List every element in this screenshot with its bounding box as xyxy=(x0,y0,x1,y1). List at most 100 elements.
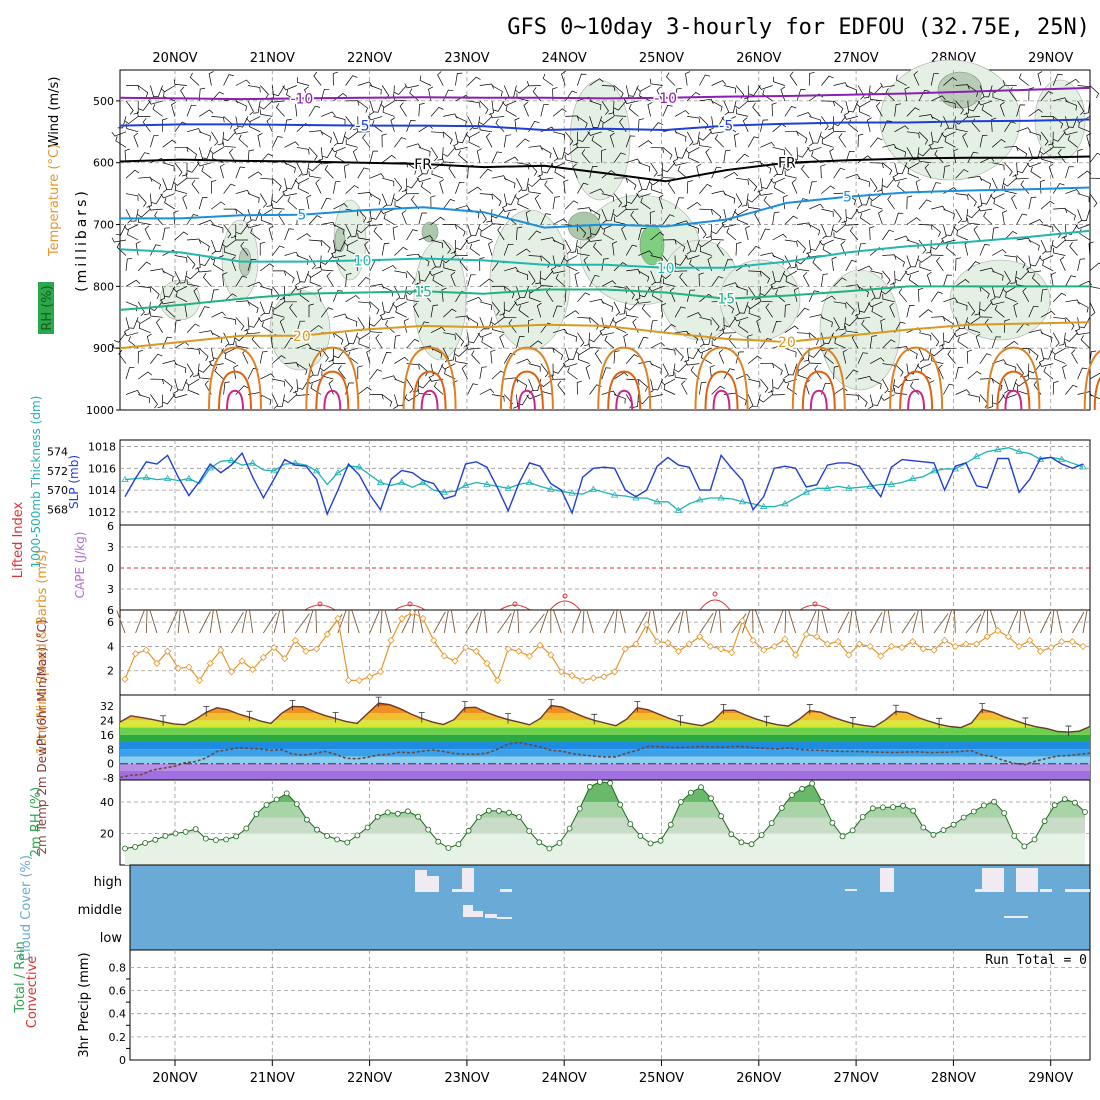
slp-tick-label: 1014 xyxy=(88,484,116,497)
wind-barb xyxy=(784,325,799,333)
wind-barb xyxy=(1018,73,1030,86)
warm-contour xyxy=(208,346,262,411)
wind-barb xyxy=(857,265,873,272)
wind-barb xyxy=(565,115,580,121)
wind-barb xyxy=(540,347,555,353)
rh-point xyxy=(152,836,159,843)
warm-contour xyxy=(996,370,1031,411)
wind-barb xyxy=(912,609,919,634)
wind-barb xyxy=(660,378,676,386)
rh-point xyxy=(263,802,270,808)
wind-speed-point xyxy=(483,659,491,667)
wind-barb xyxy=(613,301,621,317)
wind-barb xyxy=(894,321,906,333)
wind-barb xyxy=(868,394,874,409)
wind-barb xyxy=(536,302,542,318)
rh-legend-swatch xyxy=(38,282,54,334)
wind-barb xyxy=(820,164,826,179)
wind-barb xyxy=(174,231,189,241)
wind-barb xyxy=(589,332,603,343)
wind-barb xyxy=(1053,97,1068,103)
wind-barb xyxy=(953,608,956,634)
wind-barb xyxy=(486,209,493,223)
wind-barb xyxy=(260,394,272,405)
wind-barb xyxy=(808,347,822,358)
wind-barb xyxy=(760,119,769,132)
rh-point xyxy=(1082,809,1088,815)
wind-barb xyxy=(1082,609,1088,634)
wind-barb xyxy=(198,87,206,101)
thickness-point xyxy=(483,480,491,487)
wind-barb xyxy=(516,162,530,170)
wind-barb xyxy=(1052,332,1060,347)
rh-point xyxy=(718,813,725,820)
wind-barb xyxy=(245,223,261,229)
wind-barb xyxy=(343,239,358,246)
wind-barb xyxy=(821,382,831,395)
wind-barb xyxy=(369,610,380,634)
rh-point xyxy=(880,804,886,811)
wind-barb xyxy=(469,243,481,256)
wind-barb xyxy=(308,325,323,333)
wind-barb xyxy=(867,301,883,308)
wind-barb xyxy=(399,286,407,300)
wind-barb xyxy=(923,348,932,361)
wind-barb xyxy=(375,334,383,349)
wind-barb xyxy=(966,349,973,364)
rh-contour xyxy=(421,221,439,243)
wind-barb xyxy=(137,261,151,272)
wind-barb xyxy=(638,227,647,241)
wind-barb xyxy=(455,72,463,86)
wind-barb xyxy=(490,349,496,364)
tick-label: 16 xyxy=(100,729,114,742)
wind-barb xyxy=(825,224,834,237)
wind-barb xyxy=(599,317,605,332)
wind-barb xyxy=(357,100,368,113)
wind-barb xyxy=(553,610,562,634)
wind-barb xyxy=(674,110,690,117)
wind-barb xyxy=(975,333,981,349)
wind-barb xyxy=(517,199,529,210)
wind-barb xyxy=(321,131,332,143)
wind-barb xyxy=(526,394,541,400)
wind-barb xyxy=(658,194,664,210)
wind-barb xyxy=(662,347,676,356)
rh-point xyxy=(1011,833,1018,839)
wind-barb xyxy=(577,116,588,129)
wind-speed-point xyxy=(504,645,512,653)
wind-barb xyxy=(191,179,200,194)
rh-point xyxy=(900,802,906,809)
wind-barb xyxy=(368,220,383,227)
wind-speed-point xyxy=(877,652,885,660)
wind-barb xyxy=(612,110,627,117)
wind-barb xyxy=(1004,255,1018,262)
isotherm-label: -5 xyxy=(356,119,370,135)
wind-barb xyxy=(977,193,983,208)
wind-barb xyxy=(760,141,775,148)
wind-speed-point xyxy=(153,659,161,667)
wind-barb xyxy=(716,241,725,256)
wind-barb xyxy=(201,166,212,179)
wind-barb xyxy=(636,192,651,198)
wind-barb xyxy=(772,321,782,333)
wind-barb xyxy=(353,116,359,131)
rh-point xyxy=(1001,810,1008,816)
wind-barb xyxy=(700,352,712,364)
warm-contour xyxy=(712,389,731,411)
wind-barb xyxy=(613,85,624,98)
wind-barb xyxy=(331,358,346,364)
wind-barb xyxy=(1089,286,1100,289)
wind-speed-point xyxy=(387,636,395,644)
wind-barb xyxy=(406,229,418,241)
wind-barb xyxy=(711,166,722,179)
wind-barb xyxy=(564,200,579,210)
wind-barb xyxy=(382,375,397,381)
wind-barb xyxy=(238,134,249,148)
wind-barb xyxy=(493,100,505,112)
wind-barb xyxy=(514,193,529,200)
wind-barb xyxy=(613,350,620,364)
warm-contour xyxy=(1093,376,1100,411)
rh-point xyxy=(212,837,219,843)
wind-barb xyxy=(260,177,274,185)
